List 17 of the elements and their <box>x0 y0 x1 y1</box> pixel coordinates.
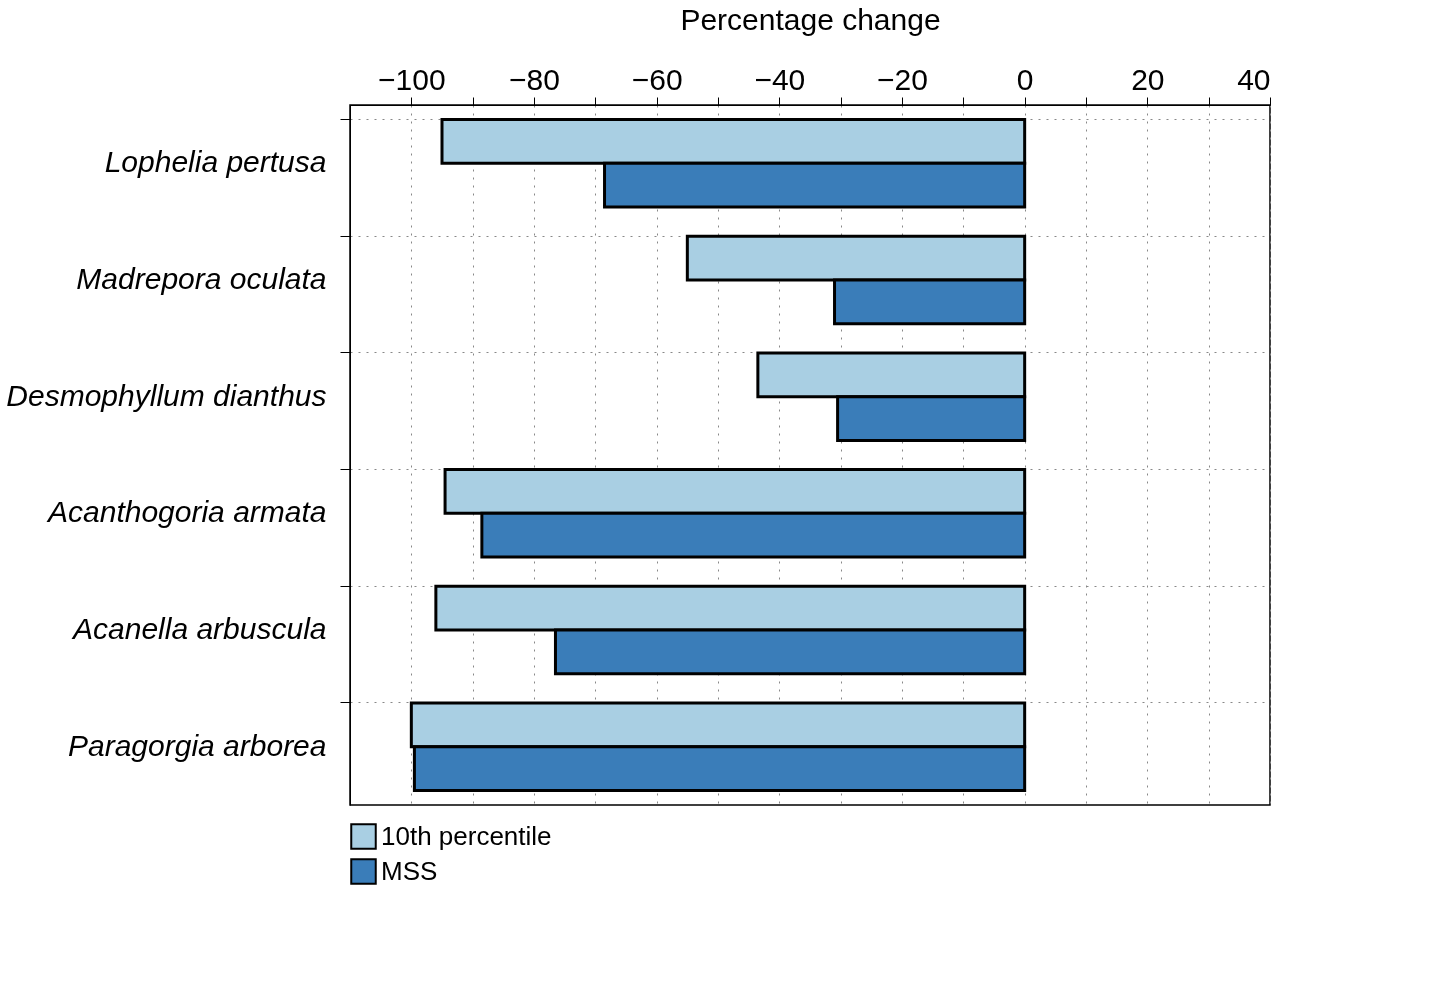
y-tick-label: Acanthogoria armata <box>46 495 327 529</box>
x-tick-label: −60 <box>631 62 683 96</box>
x-tick-label: 40 <box>1237 62 1271 96</box>
x-tick-label: −20 <box>877 62 928 96</box>
x-tick-label: 20 <box>1131 62 1165 96</box>
x-tick-label: −100 <box>378 62 446 96</box>
x-tick-label: −80 <box>509 62 560 96</box>
y-tick-label: Desmophyllum dianthus <box>6 378 327 412</box>
y-tick-label: Paragorgia arborea <box>67 728 327 762</box>
y-tick-label: Madrepora oculata <box>76 262 327 295</box>
legend-label: 10th percentile <box>381 820 552 851</box>
x-tick-label: −40 <box>754 62 806 96</box>
x-tick-label: 0 <box>1016 62 1034 96</box>
legend-label: MSS <box>381 855 438 886</box>
x-axis-title: Percentage change <box>680 2 941 36</box>
y-tick-label: Acanella arbuscula <box>71 612 327 645</box>
y-tick-label: Lophelia pertusa <box>104 145 327 179</box>
